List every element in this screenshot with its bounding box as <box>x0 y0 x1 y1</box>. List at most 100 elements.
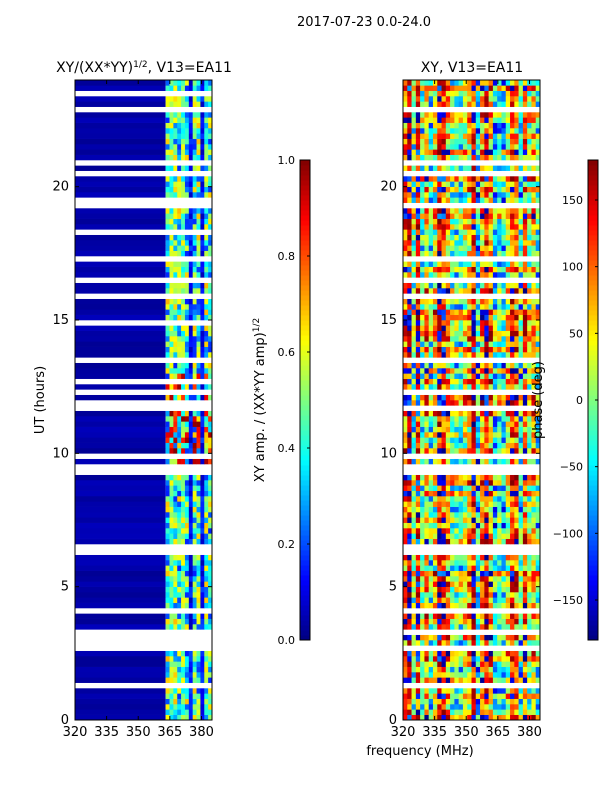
heatmap-cell <box>484 224 489 230</box>
heatmap-cell <box>510 501 515 507</box>
heatmap-cell <box>522 96 528 102</box>
heatmap-cell <box>535 90 541 97</box>
heatmap-cell <box>518 576 524 582</box>
heatmap-cell <box>188 80 193 86</box>
colorbar-segment <box>588 545 598 551</box>
heatmap-cell <box>420 245 425 251</box>
heatmap-cell <box>173 261 178 267</box>
heatmap-cell <box>484 288 489 294</box>
heatmap-cell <box>522 272 528 278</box>
heatmap-cell <box>184 208 190 214</box>
heatmap-cell <box>535 613 541 619</box>
heatmap-cell <box>420 661 425 667</box>
heatmap-cell <box>535 208 541 214</box>
heatmap-cell <box>432 362 438 369</box>
heatmap-cell <box>458 314 464 321</box>
heatmap-cell <box>208 245 213 251</box>
heatmap-cell <box>196 517 201 523</box>
heatmap-cell <box>518 528 524 534</box>
heatmap-cell <box>454 624 459 630</box>
heatmap-gap-row <box>75 645 212 651</box>
heatmap-cell <box>522 336 528 342</box>
heatmap-cell <box>535 325 541 331</box>
heatmap-cell <box>450 234 455 241</box>
heatmap-cell <box>522 693 528 699</box>
heatmap-cell <box>458 208 464 214</box>
heatmap-row-low <box>75 533 166 539</box>
heatmap-cell <box>208 597 213 603</box>
heatmap-cell <box>510 400 515 406</box>
heatmap-cell <box>437 288 442 294</box>
heatmap-cell <box>177 101 182 107</box>
heatmap-cell <box>488 112 494 118</box>
heatmap-cell <box>518 250 524 257</box>
heatmap-cell <box>184 282 190 289</box>
heatmap-cell <box>462 586 468 593</box>
heatmap-cell <box>173 624 178 630</box>
heatmap-cell <box>403 336 408 342</box>
heatmap-cell <box>505 384 511 390</box>
heatmap-cell <box>192 352 197 358</box>
heatmap-cell <box>403 586 408 593</box>
heatmap-cell <box>462 394 468 401</box>
heatmap-cell <box>173 362 178 369</box>
heatmap-cell <box>480 85 485 91</box>
heatmap-cell <box>411 400 417 406</box>
heatmap-cell <box>450 528 455 534</box>
heatmap-cell <box>531 101 537 107</box>
heatmap-cell <box>407 501 412 507</box>
heatmap-cell <box>454 362 459 369</box>
colorbar-segment <box>300 370 310 376</box>
heatmap-cell <box>169 677 174 683</box>
heatmap-cell <box>458 586 464 593</box>
heatmap-cell <box>415 490 421 497</box>
heatmap-cell <box>484 208 489 214</box>
heatmap-cell <box>411 250 417 257</box>
heatmap-cell <box>467 250 472 257</box>
heatmap-cell <box>450 96 455 102</box>
heatmap-cell <box>458 154 464 161</box>
heatmap-cell <box>501 112 507 118</box>
heatmap-cell <box>467 117 472 123</box>
heatmap-cell <box>484 298 489 305</box>
heatmap-cell <box>192 144 197 150</box>
heatmap-cell <box>188 85 193 91</box>
colorbar-segment <box>588 470 598 476</box>
heatmap-cell <box>450 117 455 123</box>
heatmap-cell <box>192 698 197 705</box>
heatmap-cell <box>531 442 537 449</box>
heatmap-cell <box>181 704 186 710</box>
heatmap-cell <box>196 176 201 182</box>
heatmap-cell <box>488 192 494 198</box>
heatmap-cell <box>437 341 442 347</box>
heatmap-cell <box>458 560 464 566</box>
heatmap-cell <box>531 384 537 390</box>
heatmap-cell <box>407 282 412 289</box>
heatmap-cell <box>173 672 178 678</box>
heatmap-cell <box>454 501 459 507</box>
heatmap-cell <box>518 112 524 118</box>
heatmap-cell <box>454 384 459 390</box>
heatmap-cell <box>497 554 502 561</box>
heatmap-cell <box>518 373 524 379</box>
heatmap-cell <box>208 693 213 699</box>
heatmap-cell <box>518 192 524 198</box>
heatmap-cell <box>462 101 468 107</box>
heatmap-cell <box>535 234 541 241</box>
heatmap-cell <box>450 341 455 347</box>
heatmap-cell <box>480 480 485 486</box>
heatmap-cell <box>432 181 438 187</box>
heatmap-cell <box>208 309 213 315</box>
heatmap-cell <box>492 298 498 305</box>
colorbar-segment <box>588 190 598 196</box>
heatmap-cell <box>501 704 507 710</box>
heatmap-cell <box>204 304 209 310</box>
heatmap-cell <box>407 122 412 129</box>
heatmap-cell <box>428 602 434 609</box>
heatmap-cell <box>458 485 464 491</box>
heatmap-cell <box>475 133 481 139</box>
heatmap-cell <box>432 496 438 502</box>
heatmap-cell <box>177 672 182 678</box>
heatmap-cell <box>475 650 481 657</box>
heatmap-cell <box>505 693 511 699</box>
